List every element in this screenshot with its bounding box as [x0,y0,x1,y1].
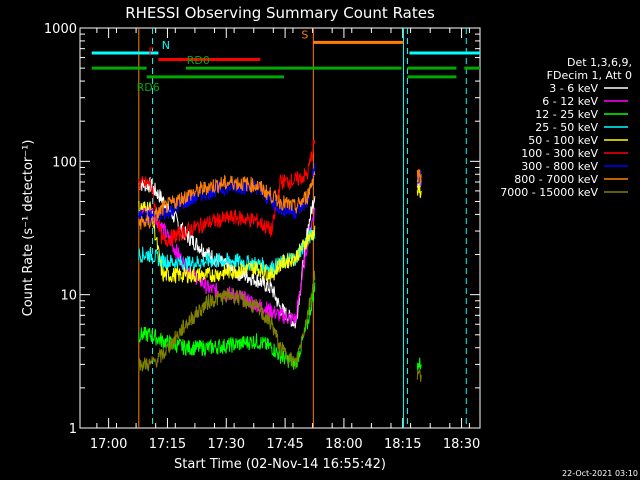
legend-entry: 800 - 7000 keV [514,173,598,186]
state-bar-label: RD6 [137,81,160,94]
legend-header: FDecim 1, Att 0 [547,69,632,82]
y-tick-label: 10 [60,289,77,304]
plot-area: 1 10 100 1000 17:00 17:15 17:30 17:45 18:00 18:15… [44,22,481,452]
legend-entry: 300 - 800 keV [521,160,598,173]
x-tick-label: 17:00 [90,437,127,452]
legend-entry: 6 - 12 keV [542,95,598,108]
legend-entry: 25 - 50 keV [535,121,598,134]
x-tick-label: 17:45 [266,437,303,452]
legend-entry: 7000 - 15000 keV [500,186,598,199]
series-line [138,183,422,284]
x-tick-label: 17:30 [208,437,245,452]
legend-entry: 3 - 6 keV [549,82,598,95]
state-bar-label: N [162,39,170,52]
legend-entry: 12 - 25 keV [535,108,598,121]
legend-entry: 100 - 300 keV [521,147,598,160]
y-tick-label: 100 [52,155,77,170]
x-axis-label: Start Time (02-Nov-14 16:55:42) [174,457,386,472]
x-tick-label: 18:15 [384,437,421,452]
state-bar-label: F [148,46,154,59]
plot-frame [79,27,481,429]
state-bar-label: S [301,28,308,41]
legend-header: Det 1,3,6,9, [567,56,632,69]
state-bar-label: RD0 [187,54,210,67]
series-line [138,270,422,382]
legend-entry: 50 - 100 keV [528,134,598,147]
x-tick-label: 17:15 [149,437,186,452]
x-tick-label: 18:30 [443,437,480,452]
y-tick-label: 1000 [44,22,77,37]
y-tick-label: 1 [69,422,77,437]
chart-title: RHESSI Observing Summary Count Rates [125,4,435,22]
y-axis-label: Count Rate (s⁻¹ detector⁻¹) [21,140,36,317]
x-tick-label: 18:00 [325,437,362,452]
series-line [138,169,422,230]
footer-date: 22-Oct-2021 03:10 [562,469,638,478]
